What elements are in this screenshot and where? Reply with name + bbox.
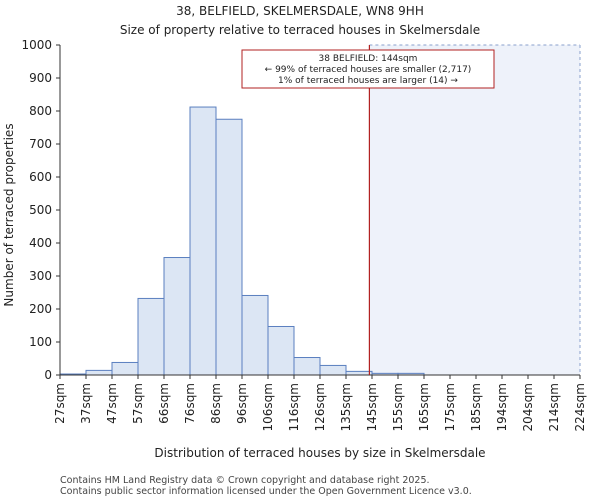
chart-subtitle: Size of property relative to terraced ho… bbox=[120, 23, 480, 37]
x-tick-label: 224sqm bbox=[573, 383, 587, 431]
annotation-box bbox=[241, 49, 495, 89]
histogram-bar bbox=[137, 297, 165, 376]
chart-title: 38, BELFIELD, SKELMERSDALE, WN8 9HH bbox=[176, 4, 424, 18]
histogram-bar bbox=[293, 357, 321, 376]
y-tick-label: 800 bbox=[29, 104, 52, 118]
y-tick-label: 900 bbox=[29, 71, 52, 85]
y-tick-label: 300 bbox=[29, 269, 52, 283]
histogram-bar bbox=[241, 294, 269, 376]
x-tick-label: 145sqm bbox=[365, 383, 379, 431]
y-tick-label: 700 bbox=[29, 137, 52, 151]
x-tick-label: 126sqm bbox=[313, 383, 327, 431]
y-tick-label: 500 bbox=[29, 203, 52, 217]
x-tick-label: 194sqm bbox=[495, 383, 509, 431]
histogram-bar bbox=[111, 361, 139, 376]
x-tick-label: 116sqm bbox=[287, 383, 301, 431]
x-tick-label: 86sqm bbox=[209, 383, 223, 424]
plot-area: 0 100 200 300 400 500 600 700 800 900 1000 27sqm 37s… bbox=[21, 38, 587, 431]
annotation-line-3: 1% of terraced houses are larger (14) → bbox=[278, 76, 458, 86]
histogram-bar bbox=[163, 257, 191, 376]
y-tick-label: 600 bbox=[29, 170, 52, 184]
x-tick-label: 155sqm bbox=[391, 383, 405, 431]
x-tick-label: 57sqm bbox=[131, 383, 145, 424]
histogram-bar bbox=[85, 369, 113, 376]
y-tick-label: 0 bbox=[44, 368, 52, 382]
y-tick-label: 400 bbox=[29, 236, 52, 250]
y-tick-label: 200 bbox=[29, 302, 52, 316]
histogram-bar bbox=[345, 370, 373, 376]
x-tick-label: 96sqm bbox=[235, 383, 249, 424]
histogram-bar bbox=[189, 106, 217, 376]
footer-line-2: Contains public sector information licen… bbox=[60, 486, 472, 497]
x-tick-label: 175sqm bbox=[443, 383, 457, 431]
x-tick-label: 37sqm bbox=[79, 383, 93, 424]
x-tick-label: 27sqm bbox=[53, 383, 67, 424]
x-tick-label: 76sqm bbox=[183, 383, 197, 424]
annotation-line-1: 38 BELFIELD: 144sqm bbox=[319, 54, 418, 64]
x-tick-label: 135sqm bbox=[339, 383, 353, 431]
y-tick-label: 100 bbox=[29, 335, 52, 349]
histogram-bar bbox=[267, 325, 295, 376]
footer-line-1: Contains HM Land Registry data © Crown c… bbox=[60, 475, 430, 486]
y-axis-label: Number of terraced properties bbox=[2, 123, 16, 306]
x-tick-label: 106sqm bbox=[261, 383, 275, 431]
x-axis-label: Distribution of terraced houses by size … bbox=[154, 446, 485, 460]
histogram-bar bbox=[215, 118, 243, 376]
y-tick-label: 1000 bbox=[21, 38, 52, 52]
histogram-bar bbox=[319, 364, 347, 376]
x-tick-label: 165sqm bbox=[417, 383, 431, 431]
x-tick-label: 66sqm bbox=[157, 383, 171, 424]
annotation-line-2: ← 99% of terraced houses are smaller (2,… bbox=[265, 65, 472, 75]
highlight-region bbox=[369, 45, 580, 375]
x-tick-label: 47sqm bbox=[105, 383, 119, 424]
x-tick-label: 204sqm bbox=[521, 383, 535, 431]
x-tick-label: 185sqm bbox=[469, 383, 483, 431]
x-tick-label: 214sqm bbox=[547, 383, 561, 431]
